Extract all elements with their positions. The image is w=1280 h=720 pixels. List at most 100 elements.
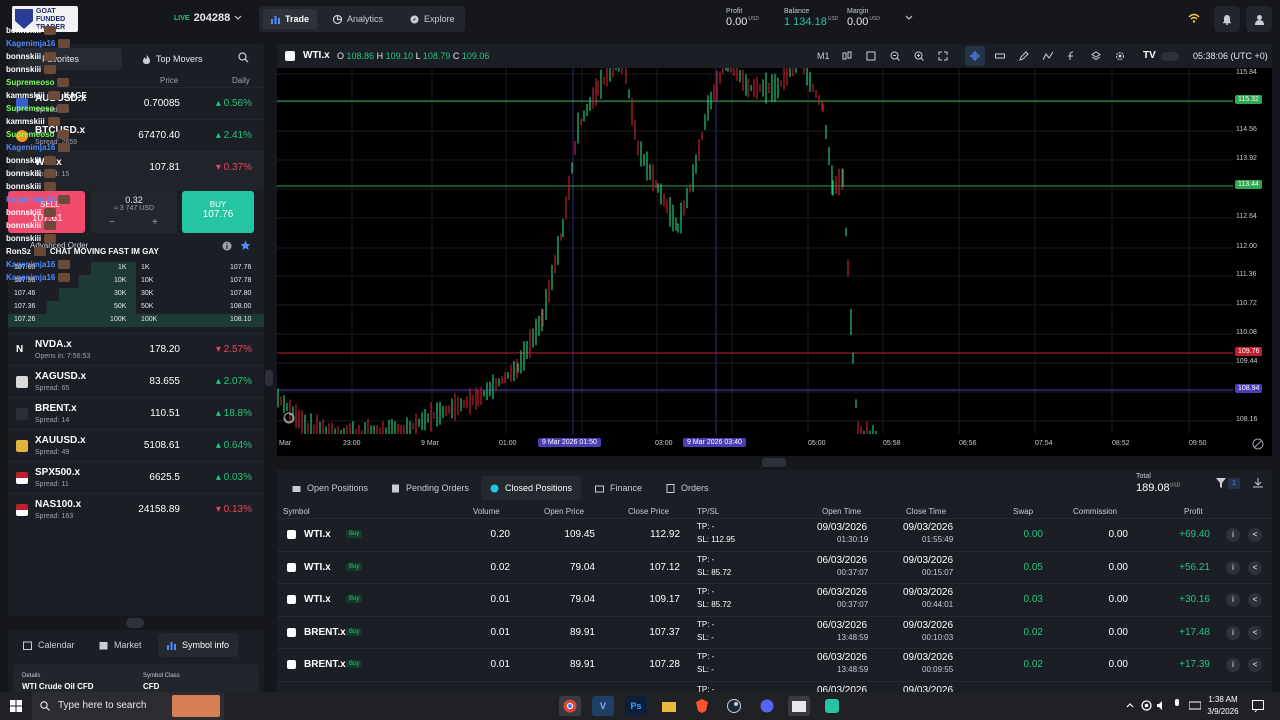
watchlist-row-xagusd[interactable]: XAGUSD.x Spread: 65 83.655 ▴ 2.07% — [8, 365, 264, 397]
filter-icon[interactable] — [1216, 478, 1226, 488]
profile-button[interactable] — [1246, 6, 1272, 32]
watchlist-row-audusd[interactable]: AUDUSD.x Spread: 13 0.70085 ▴ 0.56% — [8, 87, 264, 119]
table-row[interactable]: BRENT.x Buy 0.01 89.91 107.37 0.02 0.00 TP: - SL… — [277, 615, 1272, 648]
function-icon[interactable] — [1067, 51, 1077, 61]
account-selector[interactable]: LIVE 204288 — [174, 12, 242, 24]
info-icon[interactable]: i — [1226, 593, 1240, 607]
horizontal-line-icon[interactable] — [995, 51, 1005, 61]
zoom-in-icon[interactable] — [914, 51, 924, 61]
col-tpsl[interactable]: TP/SL — [697, 507, 720, 516]
col-swap[interactable]: Swap — [1013, 507, 1034, 516]
col-open-price[interactable]: Open Price — [544, 507, 585, 516]
table-row[interactable]: TP: - 06/03/2026 09/03/2026 — [277, 680, 1272, 713]
trading-app-taskbar-icon[interactable] — [788, 696, 810, 716]
clock-date[interactable]: 3/9/2026 — [1207, 707, 1239, 716]
tab-symbol-info[interactable]: Symbol info — [158, 633, 239, 657]
info-icon[interactable]: i — [1226, 625, 1240, 640]
fit-screen-icon[interactable] — [938, 51, 948, 61]
price-axis[interactable]: 115.84 114.56 113.92 112.64 112.00 111.36 110.… — [1233, 68, 1272, 434]
brave-app-icon[interactable] — [691, 696, 713, 716]
panel-split-handle[interactable] — [762, 458, 786, 467]
theme-toggle[interactable] — [1161, 52, 1179, 61]
qty-plus-button[interactable]: + — [152, 217, 158, 228]
taskbar-search-box[interactable]: Type here to search — [32, 692, 224, 720]
tab-calendar[interactable]: Calendar — [14, 633, 84, 657]
table-row[interactable]: WTI.x Buy 0.20 109.45 112.92 0.00 0.00 TP: - SL:… — [277, 518, 1272, 550]
info-icon[interactable] — [222, 241, 232, 251]
advanced-order-toggle[interactable]: Advanced Order — [30, 241, 89, 250]
tab-pending-orders[interactable]: Pending Orders — [382, 476, 478, 500]
share-icon[interactable]: < — [1248, 658, 1262, 672]
qty-minus-button[interactable]: − — [109, 217, 115, 228]
col-commission[interactable]: Commission — [1073, 507, 1118, 516]
reset-icon[interactable] — [283, 412, 295, 424]
watchlist-row-spx500[interactable]: SPX500.x Spread: 11 6625.5 ▴ 0.03% — [8, 461, 264, 493]
timeframe-selector[interactable]: M1 — [817, 51, 830, 61]
nav-trade[interactable]: Trade — [263, 9, 318, 29]
tab-top-movers[interactable]: Top Movers — [142, 48, 203, 70]
share-icon[interactable]: < — [1248, 528, 1262, 542]
share-icon[interactable]: < — [1248, 593, 1262, 607]
quantity-stepper[interactable]: 0.32 ≈ 3 747 USD − + — [91, 191, 177, 233]
tab-finance[interactable]: Finance — [586, 476, 651, 500]
watchlist-row-nvda[interactable]: N NVDA.x Opens in: 7:56:53 178.20 ▾ 2.57… — [8, 333, 264, 365]
share-icon[interactable]: < — [1248, 560, 1262, 575]
notifications-button[interactable] — [1214, 6, 1240, 32]
tab-closed-positions[interactable]: Closed Positions — [481, 476, 582, 500]
layers-icon[interactable] — [1091, 51, 1101, 61]
search-icon[interactable] — [238, 52, 249, 63]
watchlist-row-brent[interactable]: BRENT.x Spread: 14 110.51 ▴ 18.8% — [8, 397, 264, 429]
photoshop-app-icon[interactable]: Ps — [625, 696, 647, 716]
tab-favorites[interactable]: Favorites — [18, 48, 122, 70]
info-icon[interactable]: i — [1226, 560, 1240, 575]
table-row[interactable]: BRENT.x Buy 0.01 89.91 107.28 0.02 0.00 TP: - SL… — [277, 648, 1272, 680]
table-row[interactable]: WTI.x Buy 0.02 79.04 107.12 0.05 0.00 TP: - SL: … — [277, 550, 1272, 583]
col-symbol[interactable]: Symbol — [283, 507, 310, 516]
zoom-out-icon[interactable] — [890, 51, 900, 61]
rectangle-icon[interactable] — [866, 51, 876, 61]
windows-start-icon[interactable] — [10, 700, 22, 712]
steam-app-icon[interactable] — [723, 696, 745, 716]
tab-market[interactable]: Market — [90, 633, 151, 657]
chart-settings-icon[interactable] — [1252, 438, 1264, 450]
table-row[interactable]: WTI.x Buy 0.01 79.04 109.17 0.03 0.00 TP: - SL: … — [277, 583, 1272, 615]
volume-icon[interactable] — [1156, 700, 1167, 711]
chevron-up-icon[interactable] — [1126, 702, 1134, 708]
col-close-price[interactable]: Close Price — [628, 507, 669, 516]
watchlist-row-nas100[interactable]: NAS100.x Spread: 163 24158.89 ▾ 0.13% — [8, 493, 264, 525]
pattern-icon[interactable] — [1043, 51, 1053, 61]
microphone-icon[interactable] — [1173, 699, 1181, 711]
stats-chevron-icon[interactable] — [905, 15, 913, 21]
chart-plot-area[interactable] — [277, 68, 1233, 434]
col-open-time[interactable]: Open Time — [822, 507, 862, 516]
star-icon[interactable] — [240, 240, 251, 251]
tray-app-icon[interactable] — [1141, 700, 1152, 711]
settings-icon[interactable] — [1115, 51, 1125, 61]
candles-icon[interactable] — [842, 51, 852, 61]
chrome-app-icon[interactable] — [559, 696, 581, 716]
download-icon[interactable] — [1253, 478, 1263, 488]
col-close-time[interactable]: Close Time — [906, 507, 947, 516]
discord-app-icon[interactable] — [756, 696, 778, 716]
col-volume[interactable]: Volume — [473, 507, 500, 516]
share-icon[interactable]: < — [1248, 625, 1262, 640]
green-app-icon[interactable] — [821, 696, 843, 716]
watchlist-row-xauusd[interactable]: XAUUSD.x Spread: 49 5108.61 ▴ 0.64% — [8, 429, 264, 461]
info-icon[interactable]: i — [1226, 658, 1240, 672]
file-explorer-app-icon[interactable] — [658, 696, 680, 716]
buy-button[interactable]: BUY 107.76 — [182, 191, 254, 233]
info-icon[interactable]: i — [1226, 528, 1240, 542]
panel-resize-handle[interactable] — [126, 618, 144, 628]
panel-collapse-handle[interactable] — [265, 370, 273, 386]
col-profit[interactable]: Profit — [1184, 507, 1203, 516]
network-icon[interactable] — [1189, 701, 1201, 711]
crosshair-button[interactable] — [965, 46, 985, 66]
chart-clock[interactable]: 05:38:06 (UTC +0) — [1193, 51, 1268, 61]
time-axis[interactable]: Mar 23:00 9 Mar 01:00 03:00 05:00 05:58 06:56 07… — [277, 434, 1272, 456]
nav-analytics[interactable]: Analytics — [325, 9, 391, 29]
clock-time[interactable]: 1:38 AM — [1208, 695, 1238, 704]
nav-explore[interactable]: Explore — [402, 9, 463, 29]
tab-orders[interactable]: Orders — [657, 476, 718, 500]
notification-center-icon[interactable] — [1252, 700, 1264, 712]
pencil-icon[interactable] — [1019, 51, 1029, 61]
